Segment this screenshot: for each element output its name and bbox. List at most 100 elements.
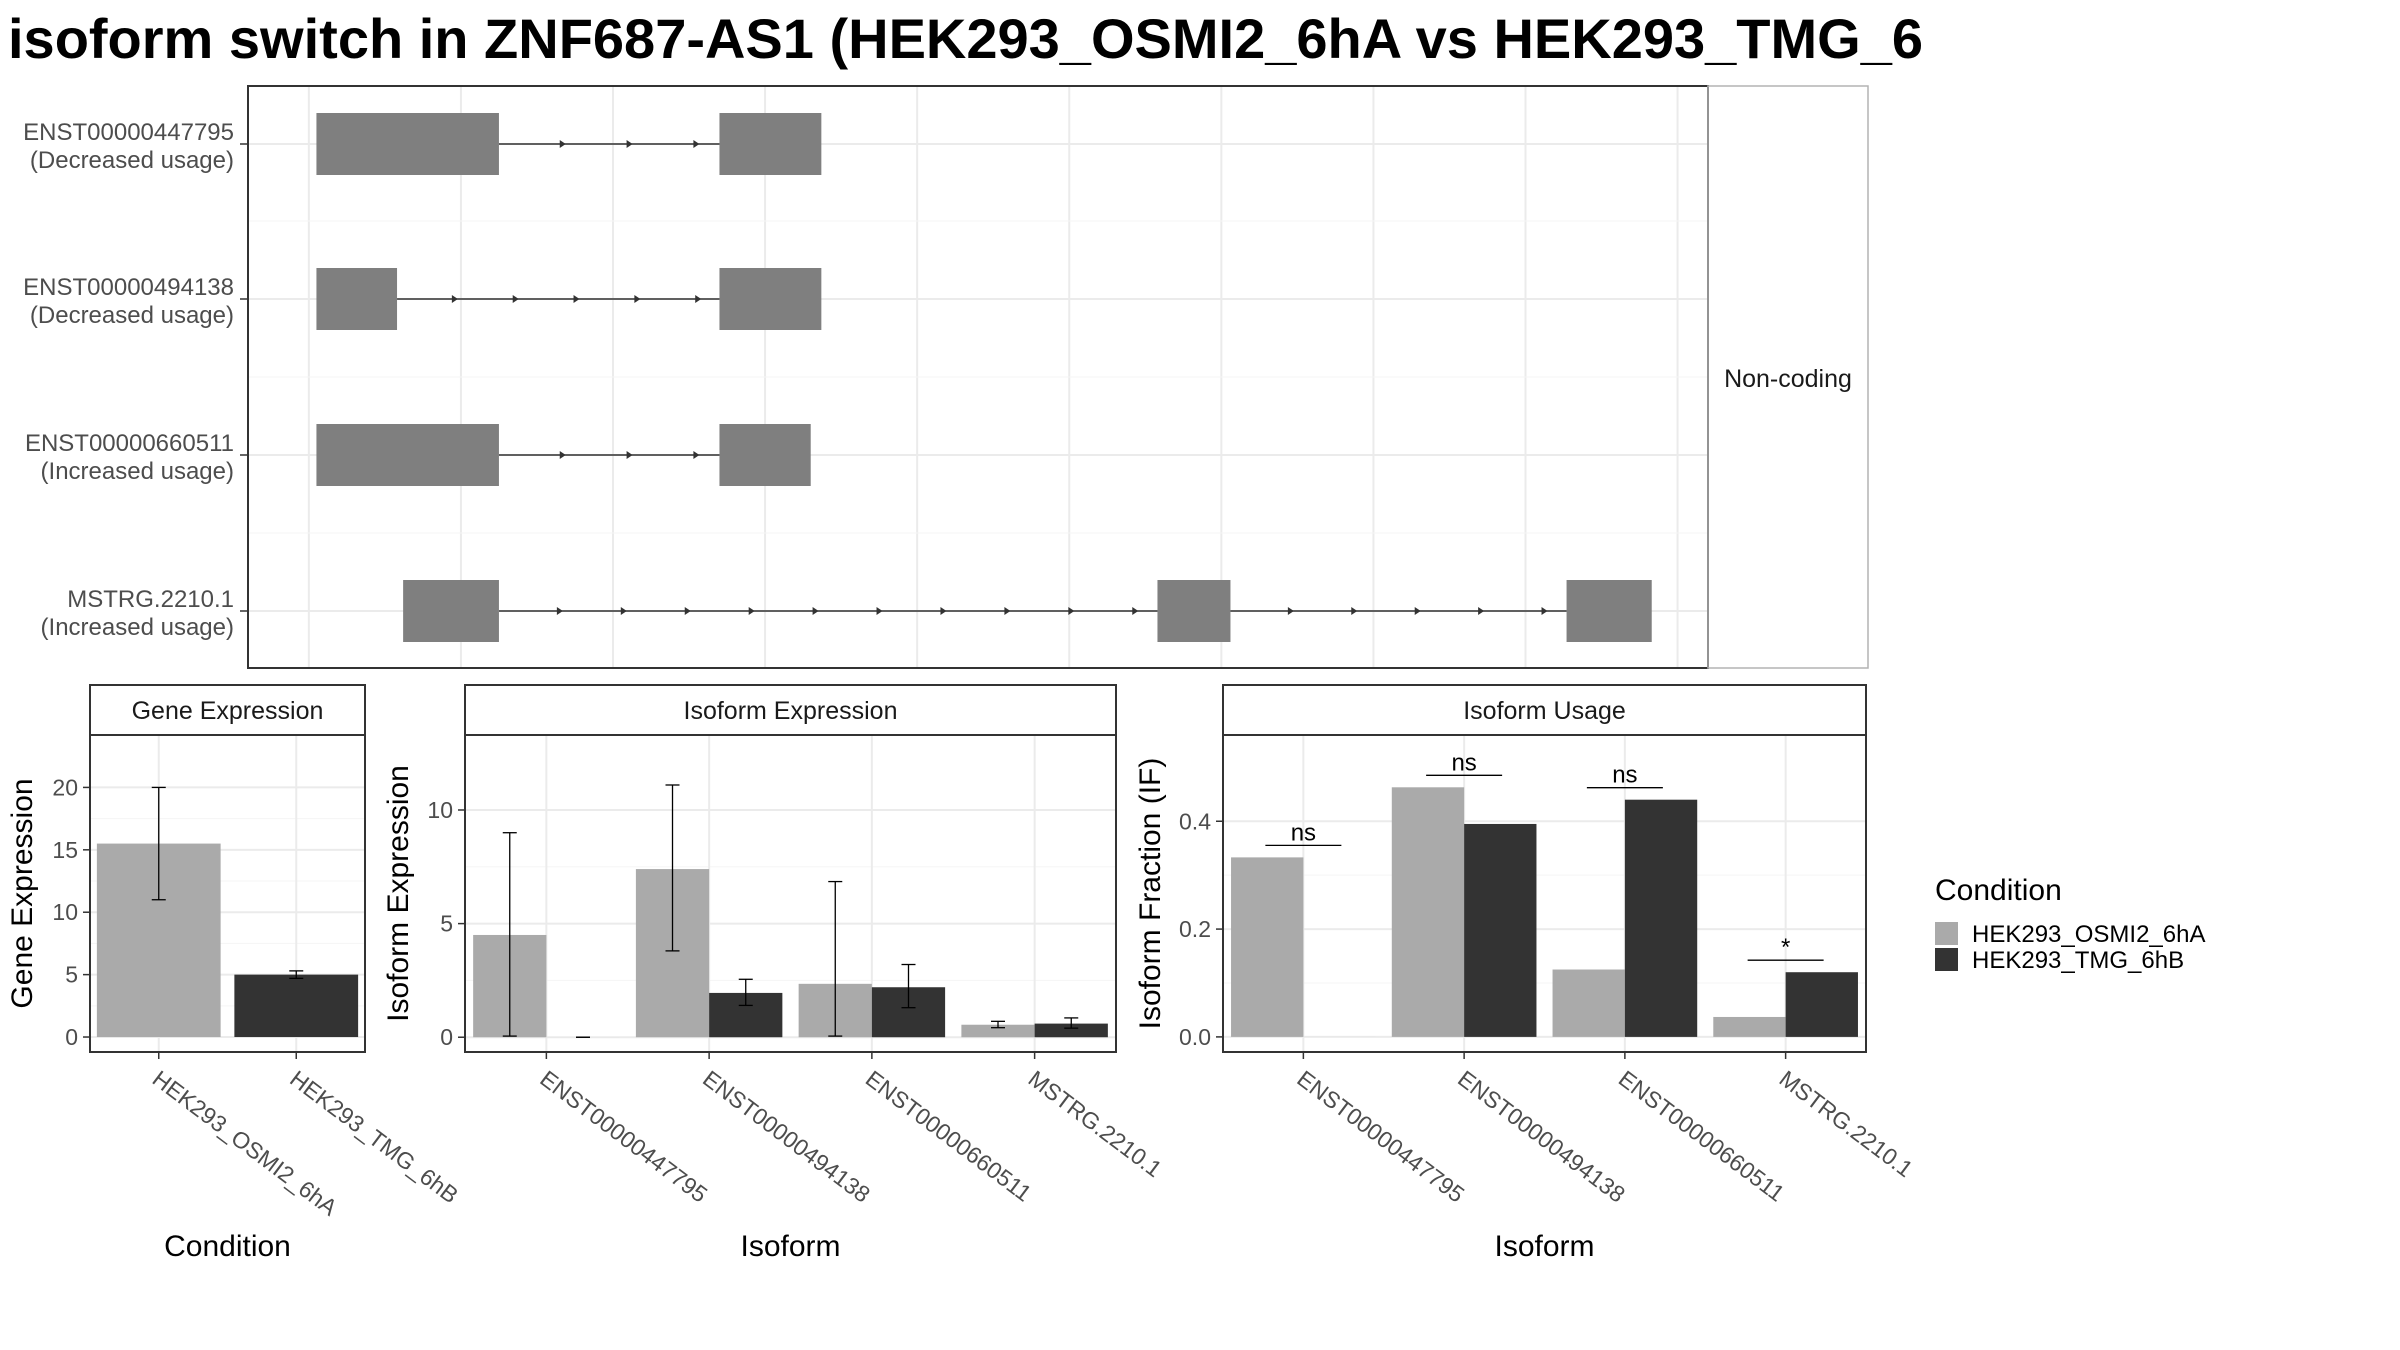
transcript-label-id: MSTRG.2210.1 [67, 586, 234, 613]
significance-label: ns [1451, 749, 1476, 776]
y-tick-label: 10 [52, 899, 78, 925]
y-tick-label: 0.2 [1179, 916, 1211, 942]
bar-HEK293_TMG_6hB [234, 974, 359, 1038]
x-axis-title: Condition [164, 1230, 291, 1263]
y-tick-label: 5 [65, 962, 78, 988]
x-tick-label: MSTRG.2210.1 [1775, 1065, 1918, 1182]
facet-strip [1707, 85, 1869, 669]
intron-direction-arrow [626, 451, 633, 459]
intron-direction-arrow [512, 295, 519, 303]
y-tick-label: 5 [440, 911, 453, 937]
transcript-label-id: ENST00000494138 [23, 274, 234, 301]
intron-direction-arrow [695, 295, 702, 303]
legend-label: HEK293_OSMI2_6hA [1972, 921, 2205, 948]
intron-direction-arrow [940, 607, 947, 615]
y-axis-title: Isoform Fraction (IF) [1134, 758, 1167, 1030]
x-axis-title: Isoform [1494, 1230, 1594, 1263]
intron-direction-arrow [634, 295, 641, 303]
exon-block [316, 424, 499, 486]
intron-direction-arrow [748, 607, 755, 615]
isoform-expression-panel: Isoform Expression0510ENST00000447795ENS… [382, 684, 1167, 1263]
x-tick-label: ENST00000494138 [1453, 1065, 1630, 1207]
facet-label: Non-coding [1724, 365, 1852, 393]
bar-HEK293_TMG_6hB [1785, 972, 1858, 1037]
y-tick-label: 10 [427, 797, 453, 823]
bar-HEK293_TMG_6hB [1624, 799, 1698, 1037]
intron-direction-arrow [812, 607, 819, 615]
intron-direction-arrow [684, 607, 691, 615]
panel-border [89, 734, 366, 1053]
exon-block [403, 580, 499, 642]
gene-structure-panel: ENST00000447795(Decreased usage)ENST0000… [23, 85, 1869, 669]
significance-label: * [1781, 934, 1790, 961]
panel-border [1222, 734, 1867, 1053]
intron-direction-arrow [1068, 607, 1075, 615]
intron-direction-arrow [559, 140, 566, 148]
bar-HEK293_OSMI2_6hA [1231, 857, 1304, 1037]
x-axis-title: Isoform [740, 1230, 840, 1263]
intron-direction-arrow [1541, 607, 1548, 615]
y-tick-label: 0 [65, 1024, 78, 1050]
exon-block [719, 268, 822, 330]
intron-direction-arrow [693, 451, 700, 459]
intron-direction-arrow [1004, 607, 1011, 615]
x-tick-label: ENST00000447795 [535, 1065, 712, 1207]
intron-direction-arrow [573, 295, 580, 303]
intron-direction-arrow [1287, 607, 1294, 615]
transcript-label-usage: (Decreased usage) [30, 147, 234, 174]
transcript-label-usage: (Decreased usage) [30, 302, 234, 329]
exon-block [316, 268, 398, 330]
legend-title: Condition [1935, 874, 2062, 907]
exon-block [1566, 580, 1652, 642]
panel-strip-label: Isoform Usage [1463, 697, 1626, 725]
intron-direction-arrow [626, 140, 633, 148]
x-tick-label: ENST00000447795 [1292, 1065, 1469, 1207]
legend-swatch [1935, 948, 1958, 971]
intron-direction-arrow [876, 607, 883, 615]
intron-direction-arrow [1414, 607, 1421, 615]
bar-HEK293_OSMI2_6hA [1391, 787, 1465, 1037]
transcript-label-id: ENST00000660511 [25, 430, 234, 457]
exon-block [719, 424, 811, 486]
bar-HEK293_TMG_6hB [1034, 1023, 1108, 1038]
transcript-MSTRG.2210.1 [403, 580, 1652, 642]
isoform-usage-panel: Isoform Usage ns ns ns * 0.0 0.2 0.4 ENST0000044… [1134, 684, 1918, 1263]
intron-direction-arrow [1478, 607, 1485, 615]
x-tick-label: ENST00000660511 [1614, 1065, 1790, 1206]
x-tick-label: MSTRG.2210.1 [1024, 1065, 1167, 1182]
exon-block [1157, 580, 1231, 642]
bar-HEK293_OSMI2_6hA [1552, 969, 1625, 1037]
y-tick-label: 15 [52, 837, 78, 863]
transcript-ENST00000660511 [316, 424, 811, 486]
intron-direction-arrow [620, 607, 627, 615]
transcript-label-id: ENST00000447795 [23, 119, 234, 146]
significance-label: ns [1612, 762, 1637, 789]
bar-HEK293_OSMI2_6hA [961, 1024, 1035, 1038]
panel-border [464, 734, 1117, 1053]
exon-block [719, 113, 822, 175]
significance-label: ns [1291, 819, 1316, 846]
x-tick-label: ENST00000494138 [698, 1065, 875, 1207]
intron-direction-arrow [1132, 607, 1139, 615]
panel-strip-label: Isoform Expression [684, 697, 898, 725]
figure-title: isoform switch in ZNF687-AS1 (HEK293_OSM… [8, 7, 1923, 70]
y-tick-label: 20 [52, 774, 78, 800]
y-tick-label: 0.0 [1179, 1024, 1211, 1050]
intron-direction-arrow [559, 451, 566, 459]
intron-direction-arrow [1351, 607, 1358, 615]
bar-HEK293_OSMI2_6hA [1713, 1016, 1786, 1037]
intron-direction-arrow [556, 607, 563, 615]
transcript-label-usage: (Increased usage) [41, 458, 234, 485]
x-tick-label: ENST00000660511 [861, 1065, 1037, 1206]
transcript-label-usage: (Increased usage) [41, 614, 234, 641]
y-tick-label: 0 [440, 1024, 453, 1050]
legend-swatch [1935, 922, 1958, 945]
bar-HEK293_TMG_6hB [1464, 823, 1537, 1037]
panel-strip-label: Gene Expression [132, 697, 324, 725]
transcript-ENST00000494138 [316, 268, 822, 330]
intron-direction-arrow [693, 140, 700, 148]
intron-direction-arrow [451, 295, 458, 303]
transcript-ENST00000447795 [316, 113, 822, 175]
